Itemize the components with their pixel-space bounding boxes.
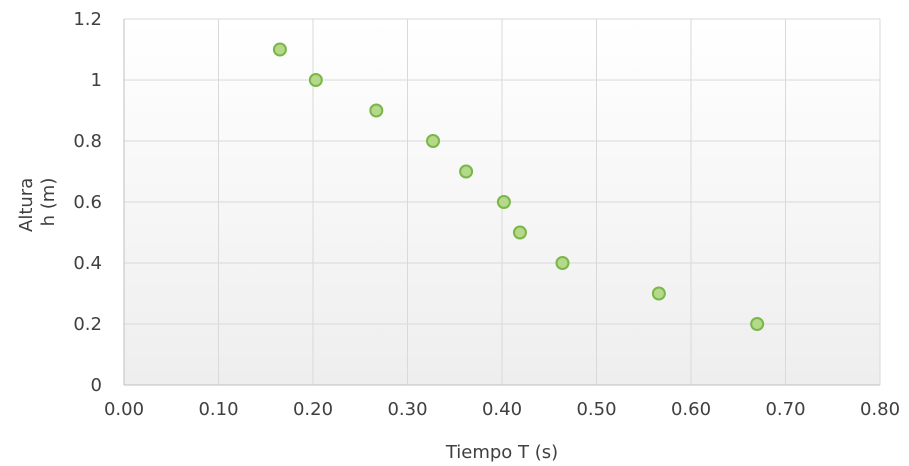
x-tick-label: 0.30 bbox=[387, 399, 427, 420]
data-point bbox=[512, 225, 527, 240]
y-tick-label: 0.2 bbox=[73, 314, 102, 335]
y-axis-title: Altura h (m) bbox=[16, 172, 59, 232]
x-tick-label: 0.20 bbox=[293, 399, 333, 420]
data-point bbox=[750, 317, 765, 331]
y-tick-label: 0 bbox=[91, 375, 102, 396]
x-tick-label: 0.80 bbox=[860, 399, 900, 420]
y-axis-title-line-2: h (m) bbox=[38, 178, 59, 227]
axes bbox=[123, 19, 880, 386]
data-point bbox=[651, 286, 666, 301]
data-point bbox=[272, 42, 287, 57]
y-tick-label: 0.8 bbox=[73, 131, 102, 152]
x-tick-label: 0.60 bbox=[671, 399, 711, 420]
data-point bbox=[426, 134, 441, 148]
data-point bbox=[369, 103, 384, 118]
x-tick-label: 0.40 bbox=[482, 399, 522, 420]
y-tick-label: 0.4 bbox=[73, 253, 102, 274]
x-axis-title: Tiempo T (s) bbox=[445, 442, 558, 463]
y-tick-labels: 0 0.2 0.4 0.6 0.8 1 1.2 bbox=[73, 9, 102, 396]
x-tick-label: 0.70 bbox=[765, 399, 805, 420]
x-tick-label: 0.00 bbox=[104, 399, 144, 420]
data-point bbox=[555, 256, 570, 270]
data-point bbox=[496, 195, 511, 209]
data-points bbox=[272, 42, 765, 331]
x-tick-labels: 0.00 0.10 0.20 0.30 0.40 0.50 0.60 0.70 0.80 bbox=[104, 399, 900, 420]
x-tick-label: 0.50 bbox=[576, 399, 616, 420]
y-axis-title-line-1: Altura bbox=[16, 178, 37, 232]
data-point bbox=[459, 164, 474, 179]
y-tick-label: 1 bbox=[91, 70, 102, 91]
y-tick-label: 0.6 bbox=[73, 192, 102, 213]
y-tick-label: 1.2 bbox=[73, 9, 102, 30]
data-point bbox=[308, 73, 323, 87]
x-tick-label: 0.10 bbox=[198, 399, 238, 420]
